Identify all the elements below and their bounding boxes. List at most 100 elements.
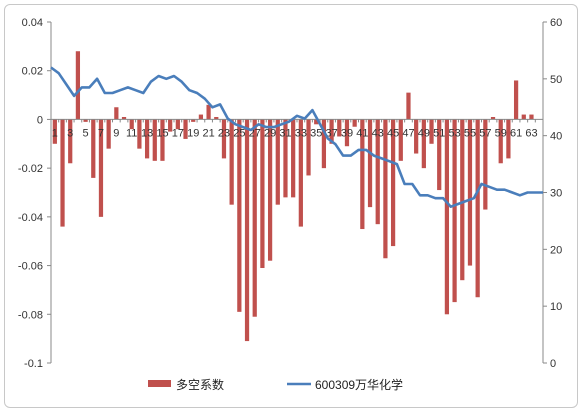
x-tick-label: 57 [479,127,491,139]
left-tick-label: -0.08 [18,309,43,321]
bar [83,119,88,122]
bar [390,119,396,247]
x-tick-label: 43 [372,127,384,139]
legend-line-label: 600309万华化学 [315,377,403,392]
bar [344,119,350,147]
bar [414,119,419,154]
bar [452,119,457,303]
bar [298,119,303,227]
x-tick-label: 47 [402,127,414,139]
x-tick-label: 21 [202,127,214,139]
price-line [50,66,543,208]
bar [114,107,119,120]
bar [229,119,234,205]
bar [475,119,480,298]
left-tick-label: -0.02 [18,163,43,175]
bar [421,119,426,169]
x-tick-label: 25 [233,127,245,139]
right-tick-label: 0 [550,358,556,370]
x-tick-label: 35 [310,127,322,139]
bar [75,51,81,120]
bar [444,119,450,315]
bar [91,119,96,178]
x-tick-label: 53 [448,127,460,139]
right-tick-label: 40 [550,131,562,143]
bar [429,119,434,144]
right-tick-label: 10 [550,301,562,313]
bar [160,119,165,161]
x-tick-label: 17 [172,127,184,139]
bar [460,119,465,281]
x-tick-label: 55 [464,127,476,139]
x-tick-label: 5 [83,127,89,139]
x-tick-label: 51 [433,127,445,139]
bar [291,119,296,198]
bar [483,119,488,210]
bar [383,119,388,259]
bar [283,119,288,198]
x-tick-label: 23 [218,127,230,139]
x-tick-label: 31 [279,127,291,139]
bar [260,119,265,269]
bar [352,119,357,127]
bar [267,119,273,261]
x-tick-label: 61 [510,127,522,139]
x-tick-label: 13 [141,127,153,139]
bar [375,119,380,225]
left-tick-label: 0 [37,114,43,126]
legend-bar-label: 多空系数 [176,377,224,392]
bar [175,119,180,130]
bar [513,80,519,120]
x-tick-label: 15 [156,127,168,139]
x-tick-label: 63 [525,127,537,139]
bar [221,119,227,159]
legend-bar-swatch [148,380,171,387]
x-tick-label: 45 [387,127,399,139]
bar [206,104,211,120]
bar [191,119,196,122]
bar [337,119,342,137]
x-tick-label: 33 [295,127,307,139]
x-tick-label: 39 [341,127,353,139]
bar [121,116,127,120]
left-tick-label: -0.1 [24,358,43,370]
bar [144,119,150,159]
bar [367,119,373,208]
bar [398,119,403,161]
bar [214,116,219,120]
x-tick-label: 7 [98,127,104,139]
x-tick-label: 37 [325,127,337,139]
x-tick-label: 9 [113,127,119,139]
bar [98,119,104,217]
bar [529,114,534,120]
bar [467,119,473,266]
x-tick-label: 11 [126,127,137,139]
bar [168,119,173,132]
bar [52,119,57,144]
bar [498,119,503,164]
bar [275,119,280,205]
bar [321,119,327,169]
bar [198,114,204,120]
right-tick-label: 20 [550,244,562,256]
bar [244,119,250,342]
bar [306,119,311,176]
bar [252,119,257,317]
bar [137,119,142,149]
x-tick-label: 49 [418,127,430,139]
bar [329,119,334,144]
x-tick-label: 19 [187,127,199,139]
bar [521,114,526,120]
bar [152,119,157,161]
right-tick-label: 50 [550,74,562,86]
left-tick-label: -0.06 [18,261,43,273]
x-tick-label: 59 [495,127,507,139]
x-tick-label: 29 [264,127,276,139]
bar [68,119,73,164]
bar [406,92,411,120]
bar [183,119,188,139]
bar [490,116,496,120]
right-tick-label: 30 [550,188,562,200]
bar [437,119,442,191]
